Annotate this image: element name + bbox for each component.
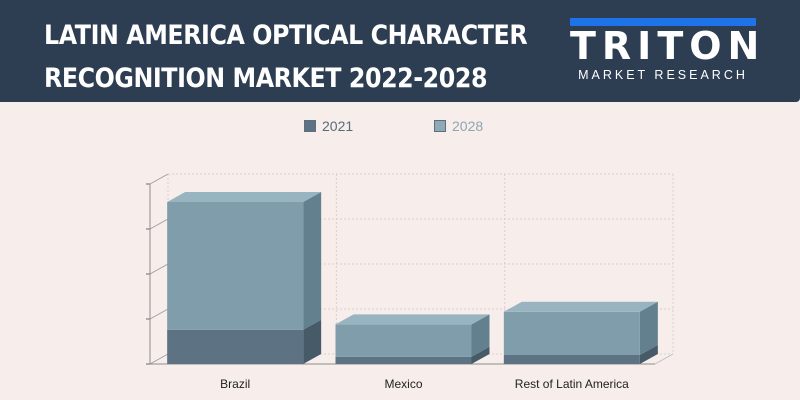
logo-wordmark: TRITON (570, 24, 766, 68)
page-title: LATIN AMERICA OPTICAL CHARACTER RECOGNIT… (44, 14, 528, 100)
bar-rest-of-latin-america-2028-side (639, 301, 658, 355)
bar-rest-of-latin-america-2021-side (639, 345, 658, 364)
legend-label-2021: 2021 (322, 118, 354, 134)
floor-edge (654, 353, 674, 365)
logo-accent-bar (570, 18, 756, 26)
x-tick-label: Mexico (384, 377, 422, 391)
legend-item-2021: 2021 (304, 118, 353, 134)
bar-mexico-2028-side (471, 314, 490, 357)
bar-brazil-2021-side (303, 319, 322, 364)
bar-rest-of-latin-america-2028-top (503, 301, 658, 312)
axis-depth-tick (149, 353, 169, 365)
axis-depth-tick (149, 263, 169, 275)
x-tick-label: Brazil (220, 377, 250, 391)
x-tick-label: Rest of Latin America (515, 377, 629, 391)
axis-depth-tick (149, 308, 169, 320)
bar-mexico-2028-top (335, 314, 490, 325)
bar-brazil-2028-top (167, 192, 322, 202)
legend-item-2028: 2028 (434, 118, 483, 134)
legend-swatch-2028 (434, 120, 446, 132)
bar-mexico-2021-side (471, 346, 490, 364)
chart-legend: 2021 2028 (0, 118, 800, 138)
bar-brazil-2028 (167, 202, 304, 330)
bar-brazil-2021 (167, 329, 304, 364)
bar-mexico-2028 (335, 324, 472, 357)
bar-rest-of-latin-america-2028 (503, 311, 640, 355)
bar-mexico-2021 (335, 356, 472, 364)
axis-depth-tick (149, 218, 169, 230)
title-line-1: LATIN AMERICA OPTICAL CHARACTER (44, 20, 528, 51)
title-line-2: RECOGNITION MARKET 2022-2028 (44, 63, 488, 94)
header-banner: LATIN AMERICA OPTICAL CHARACTER RECOGNIT… (0, 0, 800, 102)
bar-brazil-2028-side (303, 192, 322, 330)
axis-depth-tick (149, 173, 169, 185)
triton-logo: TRITON MARKET RESEARCH (570, 18, 766, 84)
legend-swatch-2021 (304, 120, 316, 132)
logo-tagline: MARKET RESEARCH (578, 68, 748, 82)
legend-label-2028: 2028 (452, 118, 484, 134)
bar-rest-of-latin-america-2021 (503, 355, 640, 364)
